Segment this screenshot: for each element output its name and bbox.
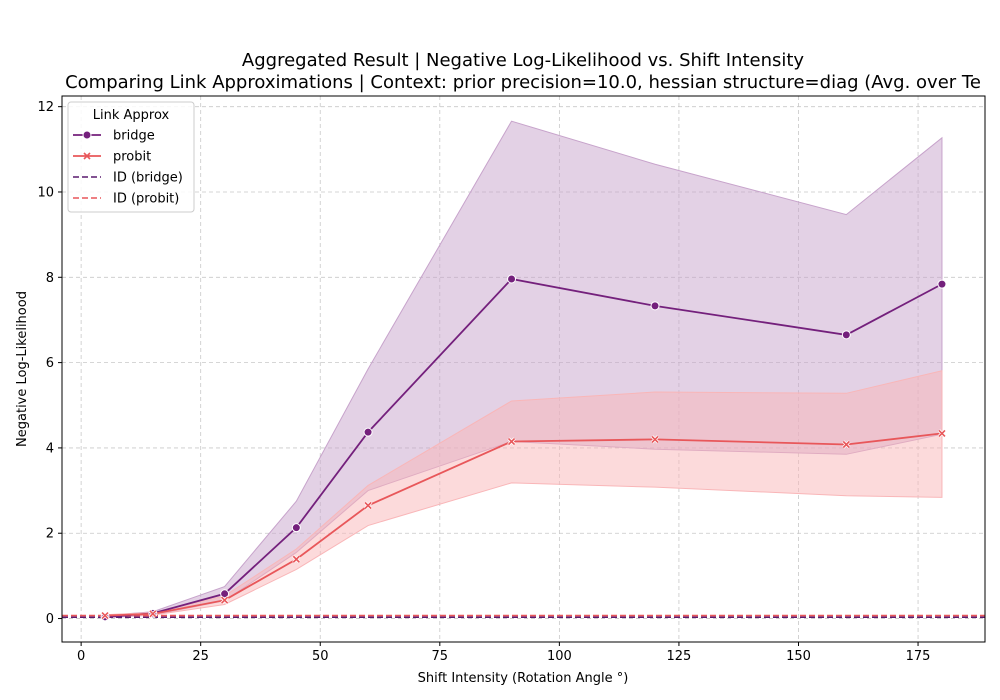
y-axis-label: Negative Log-Likelihood [15, 291, 30, 447]
reference-lines [62, 614, 985, 619]
legend-entries: bridge probit ID (bridge) ID (probit) [73, 129, 183, 207]
legend-marker [82, 130, 92, 140]
y-tick-label: 2 [46, 527, 54, 542]
chart-subtitle: Comparing Link Approximations | Context:… [65, 72, 981, 93]
point-x-stroke [221, 596, 229, 604]
x-tick-label: 25 [192, 649, 209, 664]
legend-item-id-bridge: ID (bridge) [73, 171, 183, 186]
legend-label: ID (bridge) [113, 171, 183, 186]
point-x-stroke [364, 501, 372, 510]
point-probit [363, 501, 373, 510]
point-probit [842, 440, 851, 449]
legend-title: Link Approx [93, 108, 170, 123]
point-x-stroke [101, 611, 109, 620]
band-probit [104, 370, 943, 617]
series-markers [100, 274, 947, 622]
x-tick-label: 0 [77, 649, 85, 664]
y-tick-label: 4 [46, 441, 54, 456]
y-tick-label: 0 [46, 612, 54, 627]
y-tick-label: 8 [46, 271, 54, 286]
point-bridge [507, 274, 517, 284]
y-tick-label: 10 [37, 185, 54, 200]
legend-label: probit [113, 150, 151, 165]
y-tick-label: 12 [37, 100, 54, 115]
x-axis-label: Shift Intensity (Rotation Angle °) [418, 671, 629, 686]
legend-item-id-probit: ID (probit) [73, 192, 179, 207]
axis-ticks: 0 25 50 75 100 125 150 175 0 2 4 6 8 10 12 [37, 100, 930, 664]
chart-title: Aggregated Result | Negative Log-Likelih… [242, 50, 805, 71]
point-probit [100, 611, 110, 620]
point-bridge [841, 330, 851, 340]
legend-box [67, 101, 195, 213]
point-bridge [363, 427, 373, 437]
x-tick-label: 175 [906, 649, 931, 664]
point-x-stroke [507, 437, 516, 446]
point-x-stroke [842, 440, 850, 449]
legend-marker [83, 152, 91, 160]
point-probit [220, 596, 229, 605]
x-tick-label: 125 [667, 649, 692, 664]
y-tick-label: 6 [46, 356, 54, 371]
x-tick-label: 50 [312, 649, 329, 664]
point-x-stroke [149, 610, 157, 618]
legend-label: ID (probit) [113, 192, 179, 207]
point-probit [650, 435, 660, 444]
x-tick-label: 100 [547, 649, 572, 664]
point-bridge [291, 523, 301, 533]
point-x-stroke [292, 555, 300, 563]
legend: Link Approx bridge probit ID (bridge) ID (p… [67, 101, 195, 213]
point-bridge [650, 301, 660, 311]
point-bridge [937, 279, 947, 289]
point-x-stroke [651, 435, 659, 443]
point-probit [148, 609, 157, 618]
plot-frame [61, 95, 986, 643]
x-tick-label: 75 [432, 649, 449, 664]
point-probit [507, 437, 516, 446]
point-bridge [220, 589, 230, 599]
x-tick-label: 150 [786, 649, 811, 664]
point-x-stroke [938, 429, 946, 437]
point-probit [292, 555, 301, 564]
legend-label: bridge [113, 129, 155, 144]
point-probit [937, 429, 947, 438]
legend-item-bridge: bridge [73, 129, 155, 144]
legend-item-probit: probit [73, 150, 151, 165]
